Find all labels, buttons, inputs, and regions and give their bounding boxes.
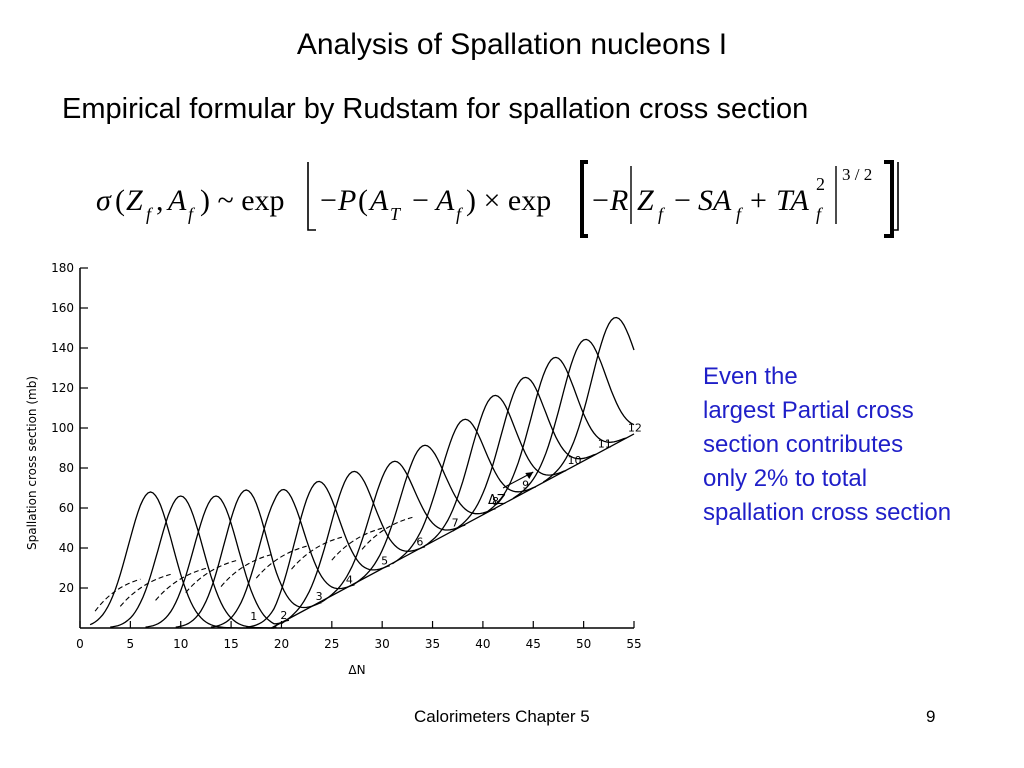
series-dashed — [291, 536, 343, 570]
svg-text:−: − — [412, 184, 429, 217]
svg-text:A: A — [368, 184, 389, 217]
series-label: 8 — [492, 495, 499, 508]
svg-text:TA: TA — [776, 184, 809, 217]
note-line: largest Partial cross — [703, 397, 914, 424]
svg-text:Z: Z — [637, 184, 654, 217]
series-curve — [281, 470, 426, 625]
series-label: 9 — [522, 478, 529, 491]
y-tick-label: 40 — [59, 541, 74, 555]
note-line: spallation cross section — [703, 499, 952, 526]
svg-text:R: R — [609, 184, 628, 217]
series-curve — [89, 491, 277, 629]
x-tick-label: 50 — [576, 637, 591, 651]
series-label: 1 — [250, 610, 257, 623]
series-curve — [482, 356, 627, 516]
dz-arrowhead — [525, 472, 534, 479]
svg-text:T: T — [390, 204, 402, 224]
svg-text:) ~ exp: ) ~ exp — [200, 184, 285, 217]
svg-text:σ: σ — [96, 184, 112, 217]
svg-text:SA: SA — [698, 184, 732, 217]
svg-text:−: − — [674, 184, 691, 217]
svg-text:f: f — [456, 204, 464, 224]
slide-subtitle: Empirical formular by Rudstam for spalla… — [62, 93, 809, 125]
series-curve — [512, 338, 635, 499]
x-tick-label: 0 — [76, 637, 84, 651]
y-tick-label: 100 — [51, 421, 74, 435]
svg-text:+: + — [750, 184, 767, 217]
series-label: 3 — [316, 590, 323, 603]
x-tick-label: 30 — [375, 637, 390, 651]
series-label: 4 — [346, 574, 353, 587]
series-curve — [321, 460, 466, 603]
series-label: 10 — [567, 454, 581, 467]
series-dashed — [361, 516, 413, 550]
svg-text:f: f — [188, 204, 196, 224]
svg-text:f: f — [816, 204, 824, 224]
x-tick-label: 40 — [475, 637, 490, 651]
rudstam-formula: σ ( Z f , A f ) ~ exp − P ( A T − A f ) … — [96, 160, 899, 238]
svg-text:P: P — [337, 184, 356, 217]
slide-footer: Calorimeters Chapter 5 — [414, 707, 590, 726]
svg-text:3 / 2: 3 / 2 — [842, 165, 872, 184]
series-dashed — [255, 545, 307, 579]
x-tick-label: 35 — [425, 637, 440, 651]
svg-text:2: 2 — [816, 174, 825, 194]
series-curve — [391, 418, 536, 565]
svg-text:f: f — [658, 204, 666, 224]
y-tick-label: 60 — [59, 501, 74, 515]
series-curve — [246, 480, 390, 628]
x-tick-label: 25 — [324, 637, 339, 651]
svg-text:A: A — [166, 184, 187, 217]
y-axis-label: Spallation cross section (mb) — [25, 376, 39, 550]
series-dashed — [94, 578, 141, 612]
series-curve — [210, 488, 355, 628]
svg-text:A: A — [434, 184, 455, 217]
series-label: 11 — [598, 438, 612, 451]
x-tick-label: 45 — [526, 637, 541, 651]
y-tick-label: 180 — [51, 261, 74, 275]
series-label: 7 — [452, 517, 459, 530]
y-tick-label: 80 — [59, 461, 74, 475]
y-tick-label: 20 — [59, 581, 74, 595]
svg-text:,: , — [156, 184, 164, 217]
series-curve — [175, 489, 322, 628]
note-line: section contributes — [703, 431, 904, 458]
note-line: Even the — [703, 363, 798, 390]
note-line: only 2% to total — [703, 465, 868, 492]
dz-annotation: ΔZ — [488, 493, 506, 508]
series-label: 12 — [628, 421, 642, 434]
svg-text:−: − — [592, 184, 609, 217]
note-text: Even the largest Partial cross section c… — [703, 360, 1013, 530]
svg-text:f: f — [146, 204, 154, 224]
series-curve — [452, 376, 597, 532]
series-label: 5 — [381, 555, 388, 568]
series-label: 6 — [416, 536, 423, 549]
y-tick-label: 160 — [51, 301, 74, 315]
slide-title: Analysis of Spallation nucleons I — [296, 28, 728, 61]
series-curve — [422, 394, 567, 548]
x-tick-label: 20 — [274, 637, 289, 651]
svg-text:(: ( — [358, 184, 368, 217]
series-curve — [351, 444, 496, 587]
series-curve — [145, 495, 290, 628]
x-tick-label: 15 — [223, 637, 238, 651]
series-curve — [542, 316, 635, 483]
x-tick-label: 5 — [127, 637, 135, 651]
svg-text:(: ( — [115, 184, 125, 217]
series-label: 2 — [280, 609, 287, 622]
y-tick-label: 120 — [51, 381, 74, 395]
chart-curves — [89, 316, 635, 629]
svg-text:Z: Z — [126, 184, 143, 217]
y-tick-label: 140 — [51, 341, 74, 355]
page-number: 9 — [926, 707, 936, 726]
svg-text:) × exp: ) × exp — [466, 184, 551, 217]
chart-axes — [79, 267, 635, 629]
svg-text:−: − — [320, 184, 337, 217]
x-axis-label: ΔN — [348, 663, 365, 677]
x-tick-label: 55 — [626, 637, 641, 651]
svg-text:f: f — [736, 204, 744, 224]
x-tick-label: 10 — [173, 637, 188, 651]
